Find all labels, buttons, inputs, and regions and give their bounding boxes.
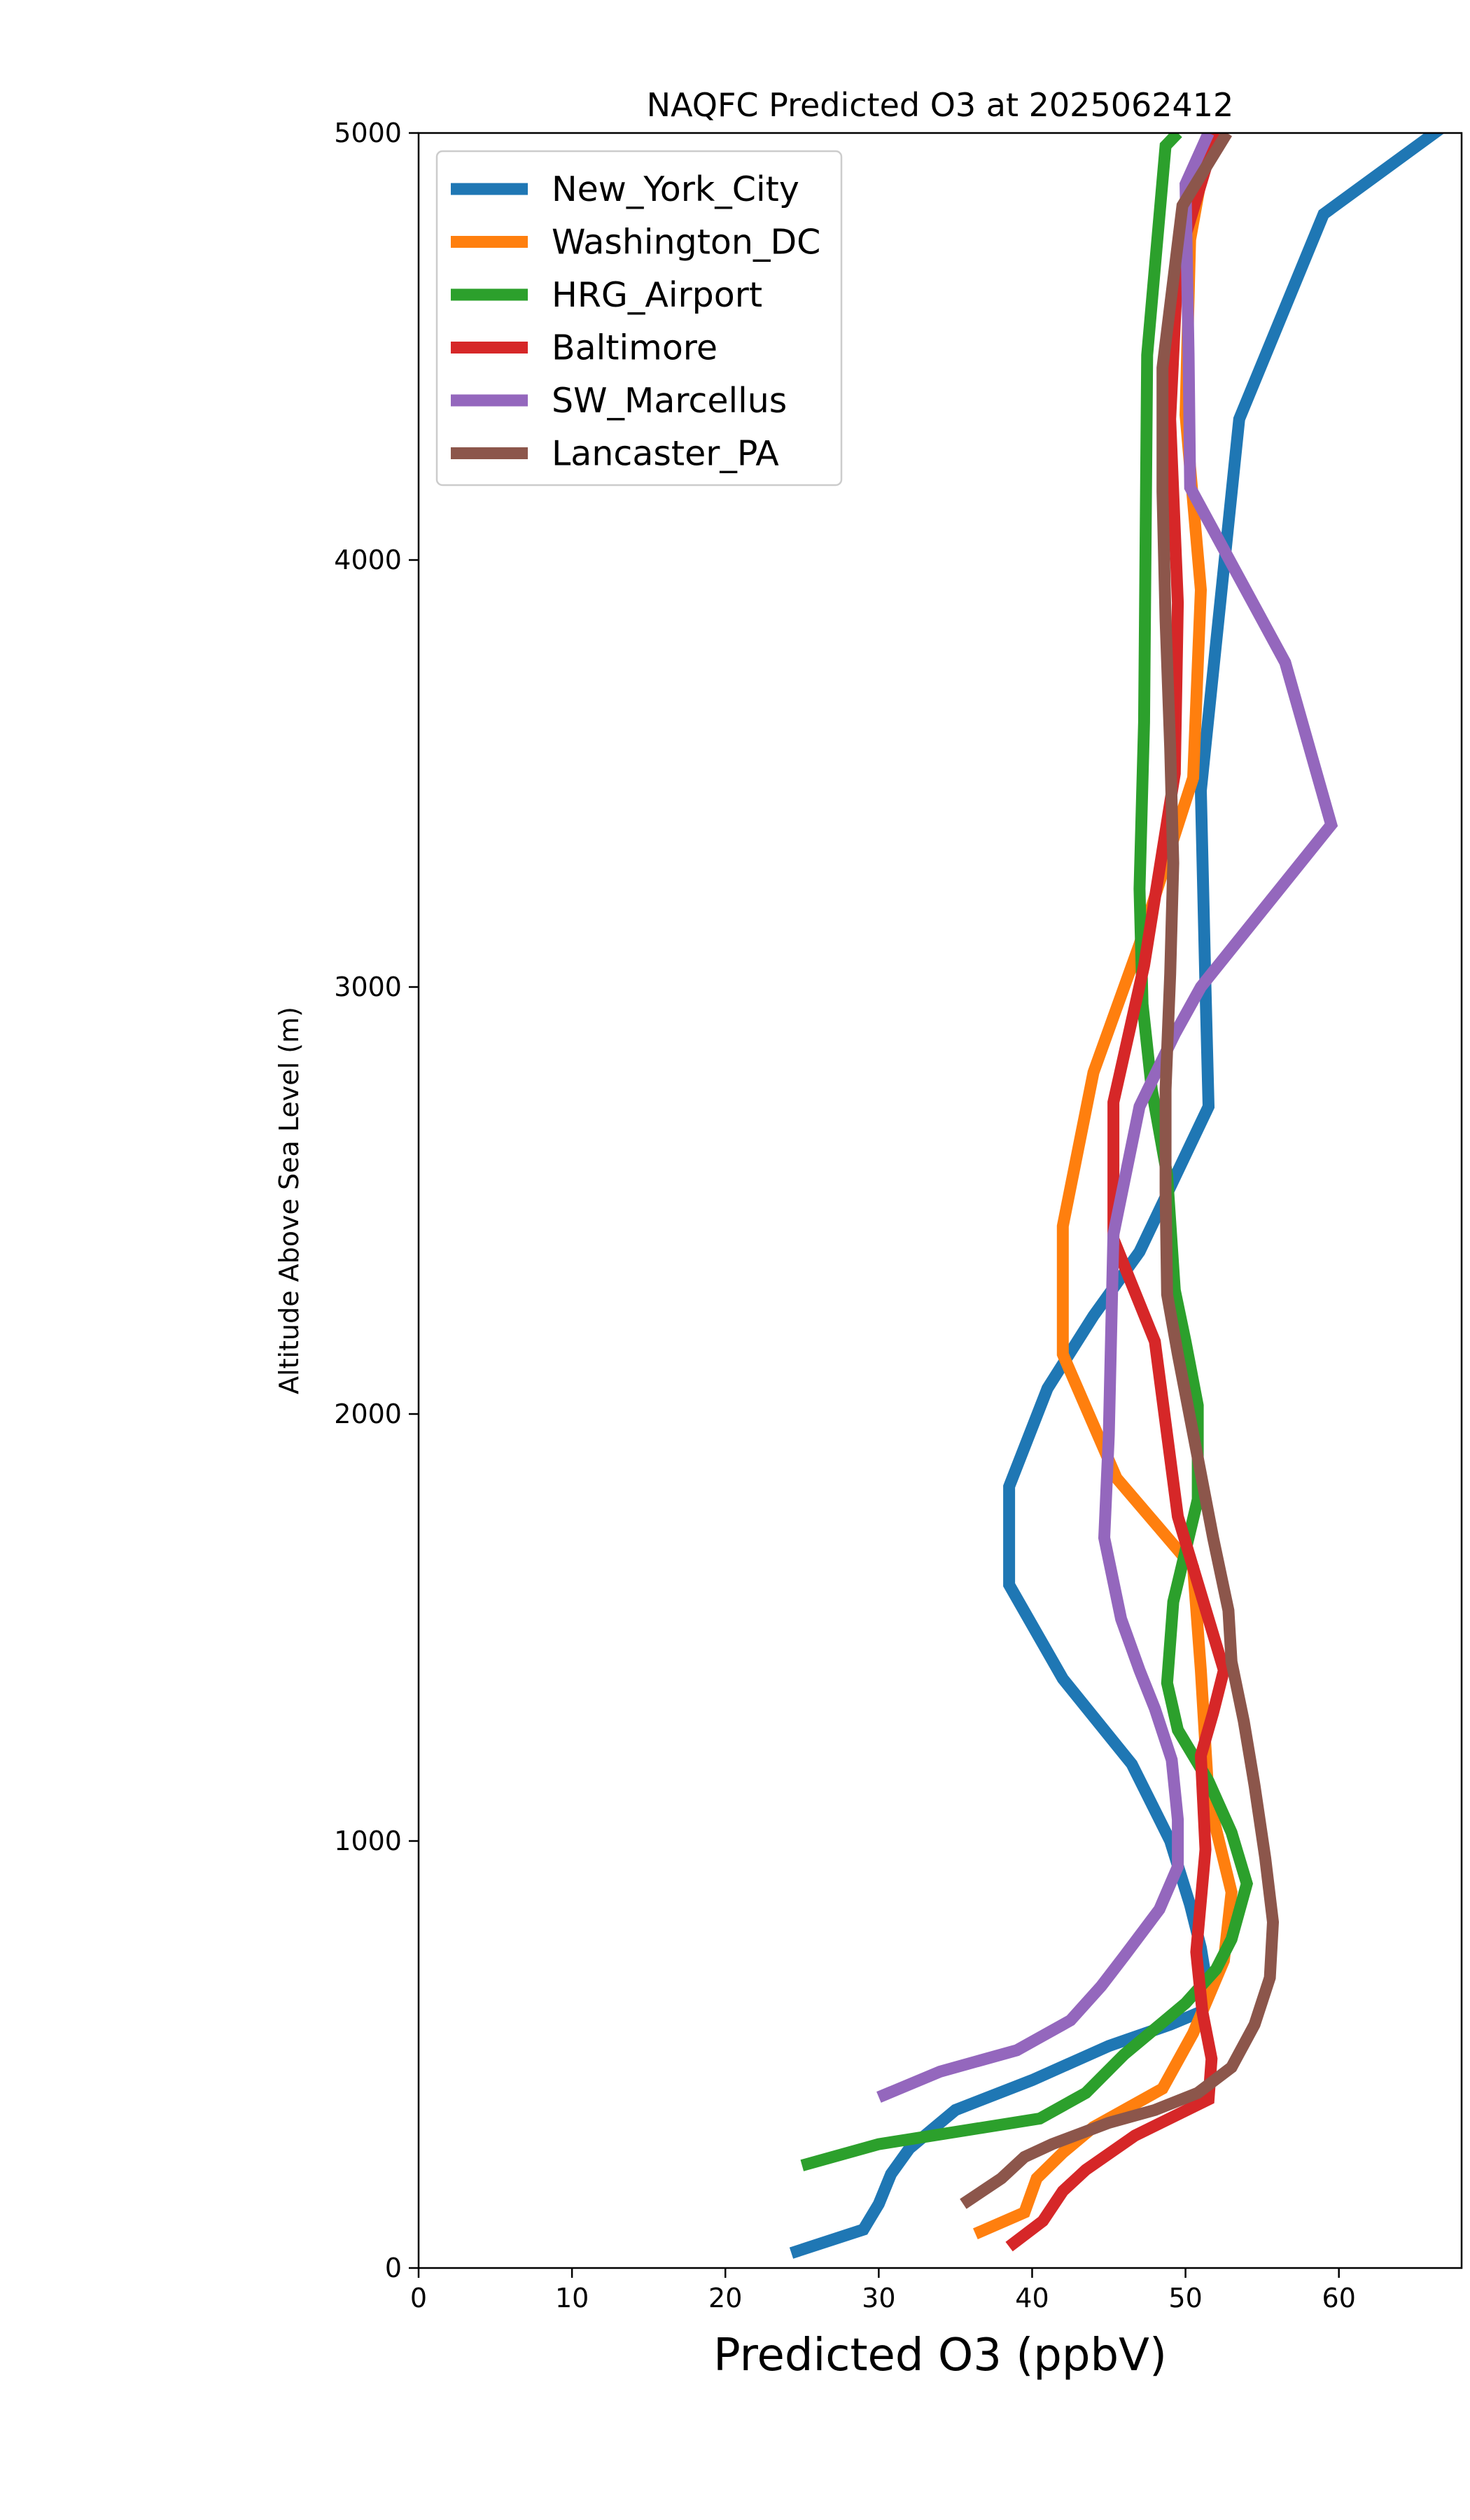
chart-title: NAQFC Predicted O3 at 2025062412 [647,86,1234,124]
series-line-lancaster-pa [960,133,1280,2209]
legend-label: Lancaster_PA [552,434,779,474]
x-axis-label: Predicted O3 (ppbV) [713,2330,1167,2381]
legend-label: SW_Marcellus [552,381,787,421]
legend: New_York_City Washington_DC HRG_Airport Bal… [435,150,843,486]
plot-frame [417,132,1463,2269]
y-tick-label: 0 [385,2253,402,2283]
legend-label: Washington_DC [552,223,820,262]
x-tick-label: 50 [1168,2283,1202,2314]
legend-label: New_York_City [552,169,799,209]
y-axis: 0 1000 2000 3000 4000 5000 [334,118,419,2283]
y-tick-label: 3000 [334,972,402,1002]
series-layer [789,133,1445,2259]
legend-box [435,150,843,486]
x-tick-label: 40 [1015,2283,1049,2314]
y-tick-label: 2000 [334,1399,402,1429]
y-tick-label: 4000 [334,545,402,575]
legend-label: HRG_Airport [552,275,762,315]
x-tick-label: 30 [862,2283,895,2314]
y-tick-label: 1000 [334,1826,402,1856]
x-tick-label: 60 [1322,2283,1356,2314]
x-tick-label: 0 [410,2283,427,2314]
series-line-hrg-airport [800,133,1254,2171]
legend-label: Baltimore [552,328,718,368]
series-line-baltimore [1005,133,1231,2252]
x-tick-label: 20 [708,2283,742,2314]
y-tick-label: 5000 [334,118,402,148]
y-axis-label: Altitude Above Sea Level (m) [274,1007,304,1394]
x-axis: 0 10 20 30 40 50 60 [410,2268,1356,2314]
series-line-sw-marcellus [876,133,1338,2103]
x-tick-label: 10 [555,2283,589,2314]
